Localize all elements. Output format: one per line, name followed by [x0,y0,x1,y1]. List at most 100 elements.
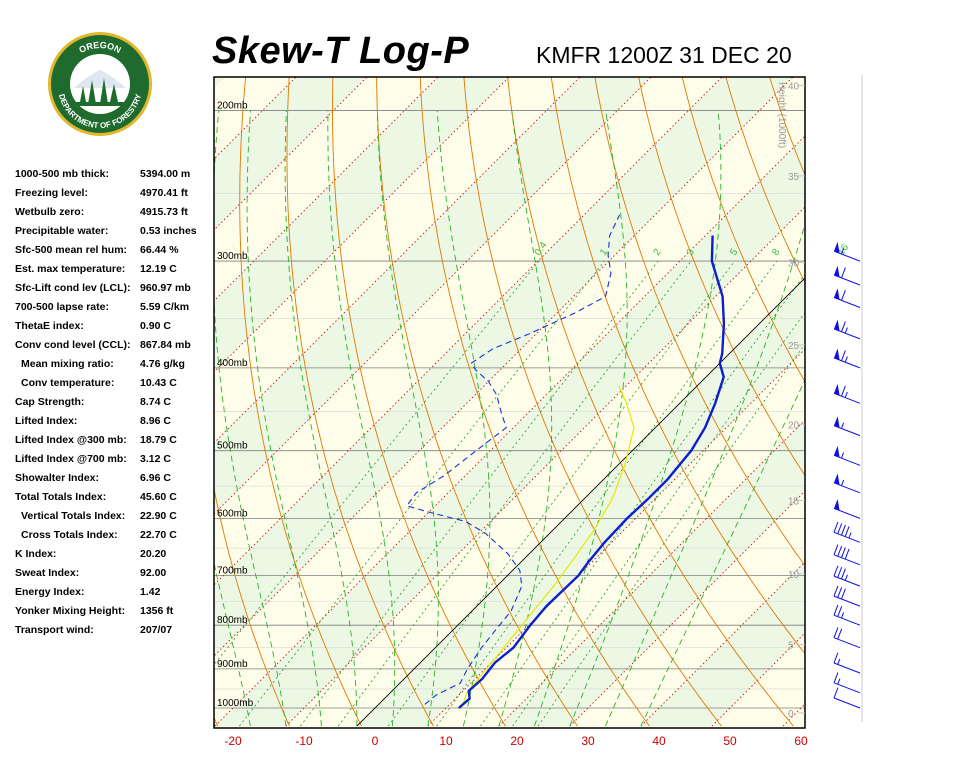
moist-adiabat-line [246,110,322,727]
index-row: Cross Totals Index: 22.70 C [15,529,215,548]
dry-adiabat-line [32,0,136,726]
dry-adiabat-line [797,0,960,726]
pressure-label: 700mb [217,566,248,577]
pressure-label: 900mb [217,659,248,670]
isotherm-line [285,206,805,727]
index-label: ThetaE index: [15,320,84,332]
svg-text:OREGON: OREGON [77,40,122,55]
moist-adiabat-line [91,111,143,727]
wind-barb-pennant [834,383,840,396]
height-axis-label: Height (1000ft) [776,82,787,148]
wind-barb-staff [833,614,861,626]
index-row: Cap Strength: 8.74 C [15,396,215,415]
mixing-ratio-line [537,343,805,727]
index-row: Lifted Index @300 mb: 18.79 C [15,434,215,453]
height-tick-label: 30 [788,258,800,269]
index-value: 867.84 mb [140,339,191,351]
x-tick-label: -20 [224,734,242,748]
wind-barb-flag [841,321,846,332]
wind-barb-staff [833,531,861,543]
wind-barb [833,687,861,709]
moist-adiabat-line [376,110,439,727]
moist-adiabat-line [214,560,251,727]
height-tick-label: 15 [788,497,800,508]
index-row: Lifted Index @700 mb: 3.12 C [15,453,215,472]
wind-barb [833,521,861,543]
height-tick-label: 5 [788,641,794,652]
wind-barb-flag [833,652,839,664]
isotherm-line [214,77,368,231]
wind-barb-staff [833,507,861,519]
wind-barb-staff [833,595,861,607]
wind-barb-flag [844,548,850,560]
dry-adiabat-line [0,0,62,726]
x-tick-label: 10 [439,734,453,748]
index-value: 0.53 inches [140,225,197,237]
wind-barb-flag [841,350,846,361]
pressure-label: 600mb [217,508,248,519]
index-label: Showalter Index: [15,472,100,484]
wind-barb [833,319,861,340]
wind-barb-pennant [834,445,840,458]
index-label: Est. max temperature: [15,263,126,275]
wind-barb-half-flag [837,658,841,665]
mixing-ratio-label: 8 [770,247,782,258]
index-label: 1000-500 mb thick: [15,168,109,180]
wind-barb [833,348,861,369]
height-tick-label: 20 [788,420,800,431]
index-label: Cross Totals Index: [21,529,118,541]
parcel-series-line [461,385,635,709]
moist-adiabat-line [533,110,628,727]
wind-barb-staff [833,392,861,404]
isotherm-band [214,77,225,88]
station-time-label: KMFR 1200Z 31 DEC 20 [536,42,792,68]
isotherm-line [214,135,805,727]
dry-adiabat-line [907,0,960,726]
wind-barb-staff [833,662,861,674]
wind-barb-flag [833,604,839,616]
wind-barb [833,652,861,674]
wind-barb-flag [837,523,843,534]
index-label: Yonker Mixing Height: [15,605,126,617]
wind-barb [833,288,861,308]
index-label: K Index: [15,548,57,560]
index-value: 66.44 % [140,244,179,256]
index-value: 20.20 [140,548,167,560]
mixing-ratio-label: 2 [652,247,664,258]
pressure-label: 800mb [217,615,248,626]
x-tick-label: 0 [372,734,379,748]
wind-barb [833,585,861,607]
x-tick-label: 20 [510,734,524,748]
index-value: 1.42 [140,586,161,598]
wind-barb-flag [833,585,839,597]
index-row: Sfc-500 mean rel hum: 66.44 % [15,244,215,263]
wind-barb-flag [841,267,846,279]
mixing-ratio-label: 3 [685,247,697,258]
height-tick-label: 35 [788,172,800,183]
wind-barb-flag [833,521,839,533]
wind-barb-pennant [834,473,840,485]
index-row: 700-500 lapse rate: 5.59 C/km [15,301,215,320]
index-label: Sfc-Lift cond lev (LCL): [15,282,131,294]
dry-adiabat-line [834,0,960,726]
wind-barb-pennant [834,288,840,300]
wind-barb-flag [837,628,843,640]
index-row: 1000-500 mb thick: 5394.00 m [15,168,215,187]
index-row: Freezing level: 4970.41 ft [15,187,215,206]
wind-barb-half-flag [844,327,848,334]
wind-barb-flag [833,544,839,555]
index-value: 5.59 C/km [140,301,190,313]
wind-barb-flag [837,567,843,578]
index-label: Conv temperature: [21,377,115,389]
index-value: 4915.73 ft [140,206,188,218]
index-value: 10.43 C [140,377,177,389]
dry-adiabat-line [286,77,434,727]
wind-barb-pennant [834,499,840,511]
wind-barb-flag [833,627,839,638]
mixing-ratio-line [214,260,540,666]
wind-barb-half-flag [844,391,848,398]
index-row: Lifted Index: 8.96 C [15,415,215,434]
dry-adiabat-line [871,0,960,726]
index-value: 8.96 C [140,415,171,427]
